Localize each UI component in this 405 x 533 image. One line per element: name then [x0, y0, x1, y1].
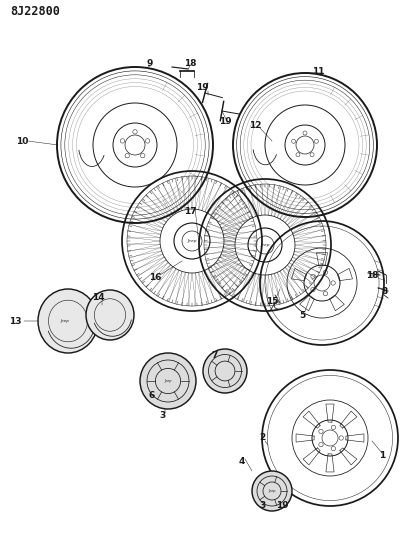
Text: 18: 18	[365, 271, 377, 279]
Ellipse shape	[38, 289, 98, 353]
Text: Jeep: Jeep	[60, 319, 69, 323]
Circle shape	[252, 471, 291, 511]
Text: 19: 19	[195, 84, 208, 93]
Ellipse shape	[86, 290, 134, 340]
Text: 13: 13	[9, 317, 21, 326]
Text: 8: 8	[381, 287, 387, 295]
Text: 3: 3	[158, 410, 165, 419]
Text: 1: 1	[378, 450, 384, 459]
Text: 5: 5	[298, 311, 305, 319]
Text: 8J22800: 8J22800	[10, 5, 60, 18]
Text: 16: 16	[148, 273, 161, 282]
Text: 18: 18	[183, 59, 196, 68]
Text: 3: 3	[258, 500, 264, 510]
Text: 4: 4	[238, 456, 245, 465]
Text: 11: 11	[311, 67, 324, 76]
Text: 6: 6	[149, 391, 155, 400]
Text: Jeep: Jeep	[260, 243, 269, 247]
Text: 14: 14	[92, 294, 104, 303]
Circle shape	[140, 353, 196, 409]
Text: 19: 19	[275, 500, 288, 510]
Text: 17: 17	[183, 206, 196, 215]
Text: 7: 7	[211, 351, 217, 359]
Circle shape	[202, 349, 246, 393]
Text: Jeep: Jeep	[164, 379, 171, 383]
Text: 12: 12	[248, 120, 260, 130]
Text: 19: 19	[218, 117, 231, 125]
Text: 2: 2	[258, 433, 264, 442]
Text: Jeep: Jeep	[187, 239, 196, 243]
Text: 15: 15	[265, 296, 277, 305]
Text: 9: 9	[147, 59, 153, 68]
Text: 10: 10	[16, 136, 28, 146]
Text: Jeep: Jeep	[268, 489, 275, 493]
